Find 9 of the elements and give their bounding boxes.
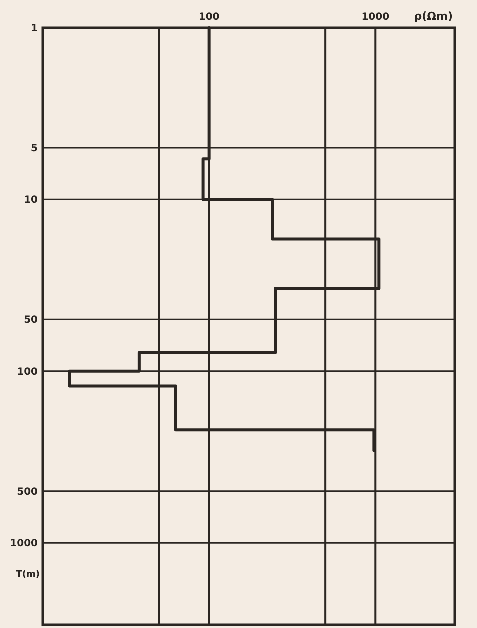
y-tick-label: 1000 xyxy=(10,538,38,550)
y-tick-label: 500 xyxy=(17,486,38,498)
x-axis-title: ρ(Ωm) xyxy=(414,10,453,23)
y-tick-label: 100 xyxy=(17,366,38,378)
y-axis-title: T(m) xyxy=(16,570,40,580)
y-tick-label: 10 xyxy=(24,195,38,206)
y-tick-label: 1 xyxy=(31,24,38,34)
y-tick-label: 50 xyxy=(24,315,38,326)
y-tick-label: 5 xyxy=(31,144,38,155)
